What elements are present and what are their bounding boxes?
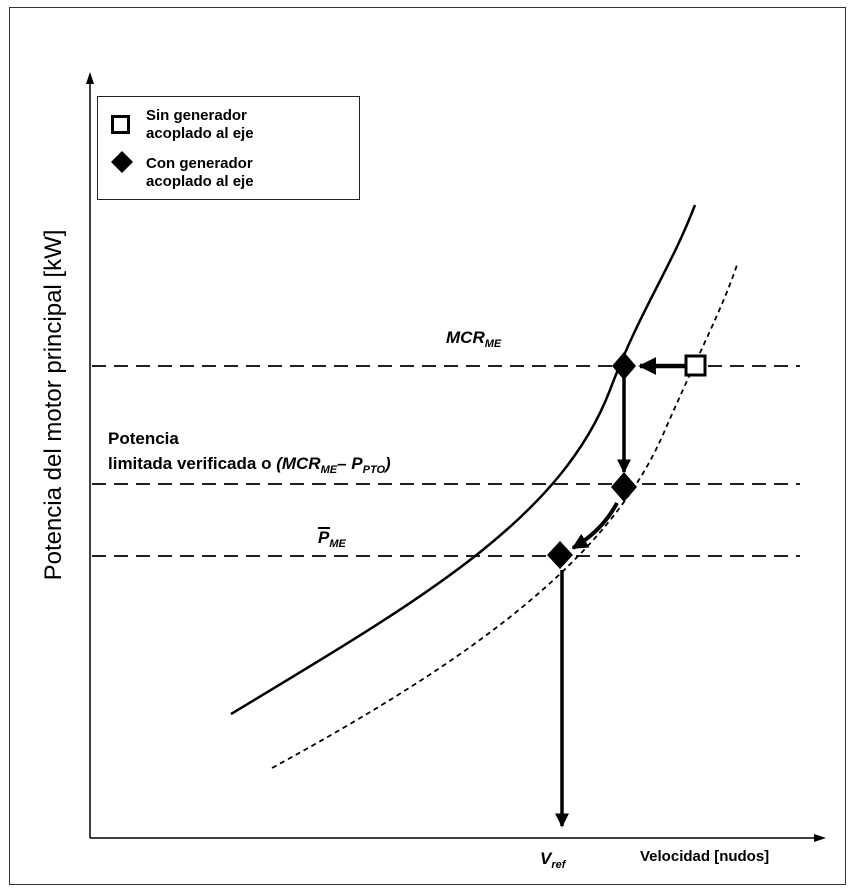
vref-label: Vref	[540, 849, 566, 871]
filled-diamond-icon	[111, 151, 133, 173]
mcr-me-label: MCRME	[446, 328, 502, 350]
pme-label: PME	[318, 528, 346, 550]
solid-power-curve	[230, 204, 697, 716]
expr-close: )	[385, 454, 391, 473]
legend-item-without-generator: Sin generador acoplado al eje	[146, 107, 254, 143]
legend-label-line: acoplado al eje	[146, 125, 254, 142]
figure-frame	[9, 7, 846, 885]
expr-sub2: PTO	[362, 464, 386, 476]
x-axis-arrow-icon	[814, 834, 826, 842]
mcr-sub: ME	[484, 338, 502, 350]
pme-sub: ME	[329, 538, 346, 550]
legend-item-with-generator: Con generador acoplado al eje	[146, 155, 254, 191]
mcr-base: MCR	[446, 328, 485, 347]
x-axis-title: Velocidad [nudos]	[640, 848, 770, 865]
legend-label-line: acoplado al eje	[146, 173, 254, 190]
diamond-marker-limited	[611, 472, 637, 502]
diamond-marker-pme	[547, 541, 573, 569]
legend-label-line: Sin generador	[146, 107, 247, 124]
legend: Sin generador acoplado al eje Con genera…	[97, 96, 360, 200]
limited-line2: limitada verificada o	[108, 454, 272, 473]
dashed-power-curve	[271, 261, 739, 769]
y-axis-title: Potencia del motor principal [kW]	[40, 229, 67, 581]
expr-sub1: ME	[320, 464, 338, 476]
arrow-along-curve	[571, 502, 619, 550]
open-square-icon	[111, 115, 130, 134]
diamond-marker-mcr	[612, 352, 636, 380]
limited-expression: (MCRME– PPTO)	[276, 454, 391, 476]
pme-overbar	[318, 527, 330, 529]
legend-label-line: Con generador	[146, 155, 253, 172]
vref-base: V	[540, 849, 552, 868]
limited-line2-wrap: limitada verificada o (MCRME– PPTO)	[108, 454, 391, 476]
limited-line1: Potencia	[108, 429, 179, 448]
vref-sub: ref	[551, 859, 566, 871]
y-axis-arrow-icon	[86, 72, 94, 84]
open-square-marker	[684, 354, 707, 377]
pme-base: P	[318, 528, 330, 547]
expr-open: (MCR	[276, 454, 321, 473]
expr-minus: – P	[337, 454, 363, 473]
